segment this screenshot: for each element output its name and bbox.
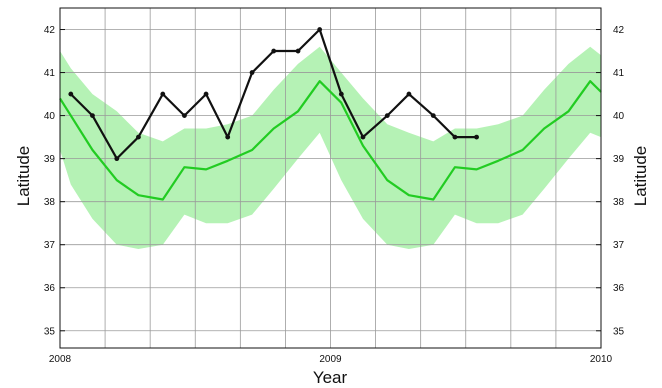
data-point bbox=[474, 134, 479, 140]
y-tick-label-right: 42 bbox=[613, 25, 625, 36]
y-axis-label-right: Latitude bbox=[631, 146, 650, 207]
data-point bbox=[203, 91, 209, 97]
data-point bbox=[406, 91, 412, 97]
data-point bbox=[338, 91, 344, 97]
data-point bbox=[452, 134, 458, 140]
y-tick-label-right: 39 bbox=[613, 154, 625, 165]
data-point bbox=[160, 91, 166, 97]
y-tick-label-right: 38 bbox=[613, 197, 625, 208]
data-point bbox=[317, 27, 323, 32]
y-tick-label-right: 35 bbox=[613, 326, 625, 337]
data-point bbox=[360, 134, 366, 140]
data-point bbox=[114, 156, 120, 162]
data-point bbox=[271, 48, 277, 54]
y-tick-label: 39 bbox=[44, 154, 56, 165]
y-tick-label-right: 36 bbox=[613, 283, 625, 294]
y-tick-label: 41 bbox=[44, 68, 56, 79]
data-point bbox=[225, 134, 231, 140]
data-point bbox=[295, 48, 301, 54]
plot-frame bbox=[59, 7, 602, 349]
y-tick-label-right: 37 bbox=[613, 240, 625, 251]
y-tick-label: 35 bbox=[44, 326, 56, 337]
y-tick-label: 38 bbox=[44, 197, 56, 208]
data-point bbox=[249, 70, 255, 75]
x-axis-label: Year bbox=[313, 368, 348, 387]
y-axis-label: Latitude bbox=[14, 146, 33, 207]
series-layer bbox=[59, 27, 602, 201]
y-tick-label: 40 bbox=[44, 111, 56, 122]
y-tick-label: 36 bbox=[44, 283, 56, 294]
x-tick-label: 2010 bbox=[590, 354, 613, 365]
data-point bbox=[90, 113, 95, 118]
y-tick-label: 37 bbox=[44, 240, 56, 251]
ticks-layer: 35 35 36 36 37 37 38 38 39 39 40 40 41 41 42 42 2008 2009… bbox=[44, 25, 625, 365]
data-point bbox=[182, 113, 187, 118]
data-point bbox=[430, 113, 436, 118]
y-tick-label-right: 40 bbox=[613, 111, 625, 122]
y-tick-label: 42 bbox=[44, 25, 56, 36]
y-tick-label-right: 41 bbox=[613, 68, 625, 79]
data-point bbox=[68, 91, 74, 97]
data-point bbox=[384, 113, 390, 118]
x-tick-label: 2009 bbox=[319, 354, 342, 365]
x-tick-label: 2008 bbox=[49, 354, 72, 365]
series-line-1 bbox=[59, 80, 602, 201]
data-point bbox=[136, 134, 141, 140]
